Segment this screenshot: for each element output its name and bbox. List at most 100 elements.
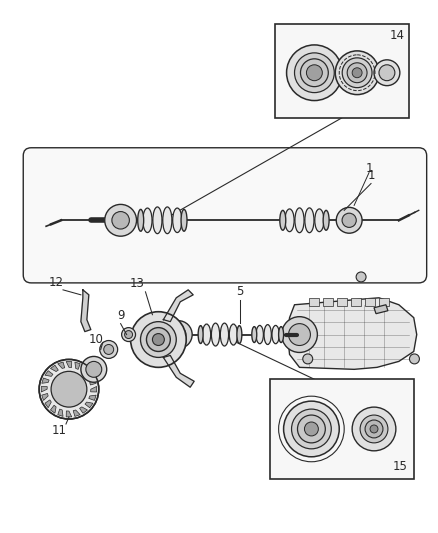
Polygon shape <box>163 356 194 387</box>
Circle shape <box>352 68 362 78</box>
Text: 1: 1 <box>365 162 373 175</box>
Text: 11: 11 <box>52 424 67 438</box>
Circle shape <box>112 212 129 229</box>
Ellipse shape <box>252 327 257 343</box>
Ellipse shape <box>198 326 203 343</box>
Circle shape <box>342 58 372 87</box>
Circle shape <box>100 341 118 358</box>
Bar <box>270 379 414 479</box>
Circle shape <box>51 372 87 407</box>
Bar <box>275 23 409 118</box>
Ellipse shape <box>264 325 272 344</box>
Polygon shape <box>91 386 97 392</box>
Circle shape <box>336 207 362 233</box>
Circle shape <box>152 334 164 345</box>
Circle shape <box>104 344 114 354</box>
Polygon shape <box>80 407 88 413</box>
Circle shape <box>283 401 339 457</box>
Circle shape <box>379 65 395 80</box>
Circle shape <box>297 415 325 443</box>
Circle shape <box>410 354 420 364</box>
Circle shape <box>146 328 170 351</box>
Circle shape <box>164 321 192 349</box>
Bar <box>351 298 361 306</box>
Polygon shape <box>81 290 91 332</box>
Ellipse shape <box>272 326 279 344</box>
Circle shape <box>342 213 356 228</box>
Circle shape <box>124 330 133 338</box>
Bar <box>337 298 347 306</box>
Text: 14: 14 <box>389 29 404 42</box>
Ellipse shape <box>295 208 304 233</box>
Circle shape <box>335 51 379 94</box>
Polygon shape <box>66 411 72 417</box>
Polygon shape <box>45 370 53 376</box>
Circle shape <box>171 327 186 342</box>
Circle shape <box>374 60 400 86</box>
Circle shape <box>356 272 366 282</box>
Polygon shape <box>58 362 65 368</box>
Ellipse shape <box>173 208 182 232</box>
Circle shape <box>292 409 331 449</box>
Circle shape <box>360 415 388 443</box>
Polygon shape <box>82 365 88 373</box>
Polygon shape <box>85 402 93 408</box>
Ellipse shape <box>305 208 314 233</box>
Circle shape <box>347 63 367 83</box>
Circle shape <box>304 422 318 436</box>
Text: 9: 9 <box>117 309 124 322</box>
Ellipse shape <box>220 323 229 346</box>
Circle shape <box>81 357 107 382</box>
Ellipse shape <box>279 327 283 343</box>
Ellipse shape <box>256 326 263 344</box>
Ellipse shape <box>280 211 286 230</box>
Circle shape <box>39 359 99 419</box>
Polygon shape <box>87 370 93 378</box>
Text: 12: 12 <box>49 277 64 289</box>
Polygon shape <box>89 395 96 400</box>
Text: 15: 15 <box>392 460 407 473</box>
Circle shape <box>122 328 135 342</box>
Ellipse shape <box>212 323 219 346</box>
Bar <box>323 298 333 306</box>
Polygon shape <box>75 362 80 369</box>
Ellipse shape <box>138 209 144 231</box>
Ellipse shape <box>323 211 329 230</box>
Circle shape <box>294 53 334 93</box>
Bar <box>309 298 319 306</box>
Ellipse shape <box>143 208 152 232</box>
Bar <box>365 298 375 306</box>
Ellipse shape <box>237 326 242 343</box>
Circle shape <box>282 317 318 352</box>
Polygon shape <box>42 393 48 400</box>
Polygon shape <box>288 298 417 369</box>
Circle shape <box>86 361 102 377</box>
Circle shape <box>105 204 137 236</box>
Circle shape <box>352 407 396 451</box>
Ellipse shape <box>230 324 237 345</box>
Circle shape <box>300 59 328 87</box>
Ellipse shape <box>153 207 162 233</box>
Polygon shape <box>50 405 56 413</box>
Circle shape <box>303 354 313 364</box>
Polygon shape <box>58 409 63 416</box>
Circle shape <box>131 312 186 367</box>
Circle shape <box>141 321 176 358</box>
Polygon shape <box>50 365 58 372</box>
Polygon shape <box>45 400 51 408</box>
Ellipse shape <box>181 209 187 231</box>
Text: 1: 1 <box>367 169 375 182</box>
Circle shape <box>307 65 322 80</box>
Circle shape <box>370 425 378 433</box>
Polygon shape <box>163 290 193 321</box>
FancyBboxPatch shape <box>23 148 427 283</box>
Ellipse shape <box>202 324 211 345</box>
Polygon shape <box>42 378 49 383</box>
Ellipse shape <box>163 207 172 233</box>
Text: 5: 5 <box>236 285 244 298</box>
Circle shape <box>289 324 311 345</box>
Text: 13: 13 <box>130 277 145 290</box>
Polygon shape <box>41 386 47 392</box>
Circle shape <box>365 420 383 438</box>
Polygon shape <box>73 410 80 416</box>
